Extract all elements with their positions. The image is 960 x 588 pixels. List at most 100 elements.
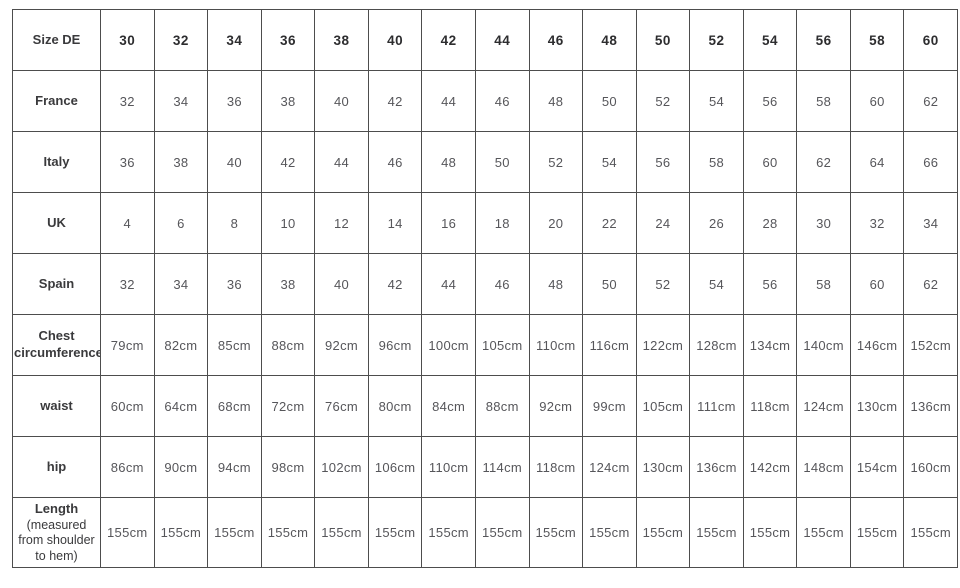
- size-cell: 155cm: [207, 497, 262, 568]
- size-cell: 46: [367, 131, 423, 193]
- size-cell: 116cm: [582, 314, 637, 376]
- row-label-text: hip: [46, 458, 67, 474]
- size-cell: 80cm: [367, 375, 423, 437]
- size-cell: 118cm: [528, 436, 584, 498]
- row-label-text: France: [35, 92, 78, 108]
- size-cell: 40: [207, 131, 262, 193]
- size-cell: 4: [100, 192, 155, 254]
- size-cell: 6: [153, 192, 209, 254]
- size-cell: 146cm: [849, 314, 905, 376]
- size-chart-body: Size DE 30 32 34 36 38 40 42 44 46 48 50 52 54 56 58 60 F…: [12, 9, 958, 568]
- size-cell: 124cm: [796, 375, 851, 437]
- size-cell: 106cm: [367, 436, 423, 498]
- size-cell: 86cm: [100, 436, 155, 498]
- size-cell: 136cm: [689, 436, 744, 498]
- size-cell: 60cm: [100, 375, 155, 437]
- size-cell: 36: [100, 131, 155, 193]
- size-cell: 60: [742, 131, 798, 193]
- size-cell: 36: [207, 70, 262, 132]
- row-label-text: Size DE: [32, 31, 81, 47]
- size-cell: 44: [421, 253, 476, 315]
- size-cell: 26: [689, 192, 744, 254]
- size-cell: 102cm: [314, 436, 369, 498]
- row-label-text: waist: [40, 397, 73, 413]
- size-cell: 10: [260, 192, 316, 254]
- size-cell: 12: [314, 192, 369, 254]
- size-cell: 50: [635, 9, 691, 71]
- size-cell: 118cm: [742, 375, 798, 437]
- size-cell: 160cm: [903, 436, 958, 498]
- table-row: Length (measured from shoulder to hem) 155…: [12, 497, 958, 568]
- size-cell: 14: [367, 192, 423, 254]
- size-cell: 50: [582, 253, 637, 315]
- size-cell: 92cm: [528, 375, 584, 437]
- size-cell: 92cm: [314, 314, 369, 376]
- size-cell: 56: [742, 70, 798, 132]
- size-cell: 154cm: [849, 436, 905, 498]
- size-cell: 155cm: [528, 497, 584, 568]
- size-cell: 58: [796, 253, 851, 315]
- size-cell: 18: [474, 192, 530, 254]
- size-cell: 94cm: [207, 436, 262, 498]
- size-cell: 122cm: [635, 314, 691, 376]
- size-cell: 50: [582, 70, 637, 132]
- size-cell: 44: [421, 70, 476, 132]
- size-cell: 128cm: [689, 314, 744, 376]
- size-cell: 148cm: [796, 436, 851, 498]
- row-label: Spain: [12, 253, 101, 315]
- row-label: hip: [12, 436, 101, 498]
- size-cell: 42: [421, 9, 476, 71]
- size-cell: 114cm: [474, 436, 530, 498]
- size-cell: 34: [207, 9, 262, 71]
- size-cell: 50: [474, 131, 530, 193]
- size-cell: 24: [635, 192, 691, 254]
- size-cell: 54: [742, 9, 798, 71]
- size-chart-table: Size DE 30 32 34 36 38 40 42 44 46 48 50 52 54 56 58 60 F…: [12, 9, 958, 568]
- table-row: Spain 32 34 36 38 40 42 44 46 48 50 52 54 56 58 60 62: [12, 253, 958, 315]
- size-cell: 30: [796, 192, 851, 254]
- row-label-text: UK: [47, 214, 66, 230]
- size-cell: 40: [314, 253, 369, 315]
- size-cell: 155cm: [635, 497, 691, 568]
- size-cell: 36: [260, 9, 316, 71]
- size-cell: 54: [582, 131, 637, 193]
- size-cell: 42: [367, 70, 423, 132]
- size-cell: 54: [689, 253, 744, 315]
- size-cell: 22: [582, 192, 637, 254]
- size-cell: 52: [635, 253, 691, 315]
- row-label: Length (measured from shoulder to hem): [12, 497, 101, 568]
- size-cell: 82cm: [153, 314, 209, 376]
- size-cell: 84cm: [421, 375, 476, 437]
- table-row: Italy 36 38 40 42 44 46 48 50 52 54 56 58 60 62 64 66: [12, 131, 958, 193]
- size-cell: 134cm: [742, 314, 798, 376]
- row-label: waist: [12, 375, 101, 437]
- size-cell: 16: [421, 192, 476, 254]
- table-row: Chest circumference 79cm 82cm 85cm 88cm 92cm 9…: [12, 314, 958, 376]
- size-cell: 111cm: [689, 375, 744, 437]
- size-cell: 40: [367, 9, 423, 71]
- row-label-text: Length: [34, 500, 79, 516]
- size-cell: 46: [528, 9, 584, 71]
- size-cell: 52: [635, 70, 691, 132]
- table-row: Size DE 30 32 34 36 38 40 42 44 46 48 50 52 54 56 58 60: [12, 9, 958, 71]
- size-cell: 100cm: [421, 314, 476, 376]
- size-cell: 68cm: [207, 375, 262, 437]
- size-cell: 60: [849, 253, 905, 315]
- size-cell: 38: [314, 9, 369, 71]
- size-cell: 20: [528, 192, 584, 254]
- size-cell: 124cm: [582, 436, 637, 498]
- size-cell: 42: [260, 131, 316, 193]
- size-cell: 32: [849, 192, 905, 254]
- size-cell: 38: [260, 253, 316, 315]
- size-cell: 155cm: [689, 497, 744, 568]
- size-cell: 64: [849, 131, 905, 193]
- size-cell: 46: [474, 70, 530, 132]
- size-cell: 56: [742, 253, 798, 315]
- size-cell: 32: [153, 9, 209, 71]
- table-row: France 32 34 36 38 40 42 44 46 48 50 52 54 56 58 60 62: [12, 70, 958, 132]
- table-row: hip 86cm 90cm 94cm 98cm 102cm 106cm 110cm 114cm 1…: [12, 436, 958, 498]
- size-cell: 155cm: [100, 497, 155, 568]
- size-cell: 155cm: [796, 497, 851, 568]
- size-cell: 58: [849, 9, 905, 71]
- size-cell: 105cm: [474, 314, 530, 376]
